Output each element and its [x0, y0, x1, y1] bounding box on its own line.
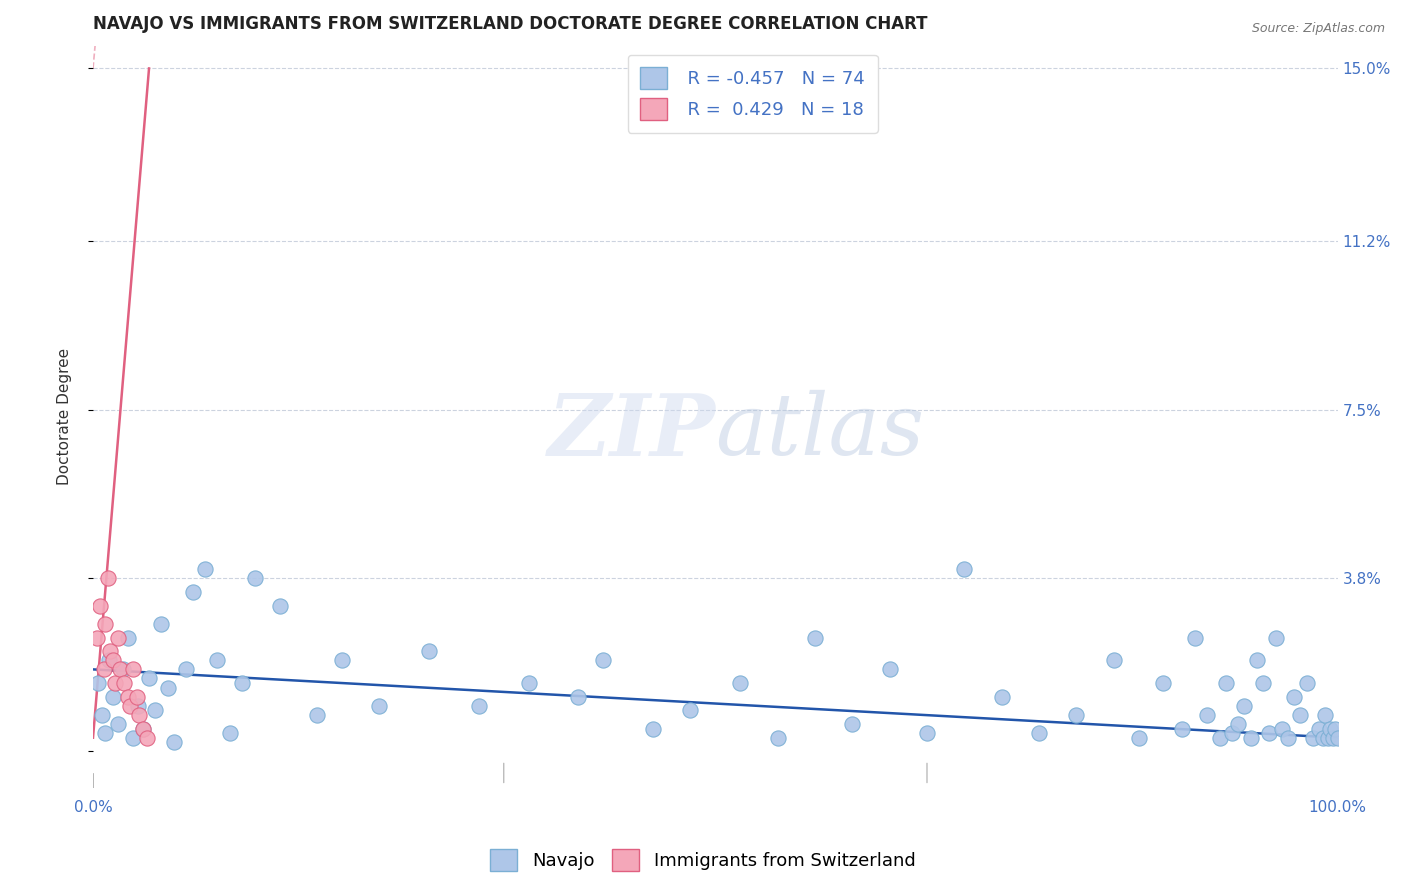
Point	[1258, 726, 1281, 740]
Point	[1153, 676, 1175, 690]
Point	[97, 571, 120, 585]
Point	[1324, 722, 1347, 736]
Point	[1302, 731, 1324, 745]
Point	[101, 653, 124, 667]
Point	[1315, 707, 1337, 722]
Point	[143, 703, 166, 717]
Point	[1264, 631, 1286, 645]
Point	[243, 571, 266, 585]
Point	[100, 644, 122, 658]
Point	[121, 731, 143, 745]
Point	[1239, 731, 1261, 745]
Point	[89, 599, 111, 613]
Point	[730, 676, 752, 690]
Point	[1308, 722, 1330, 736]
Legend: Navajo, Immigrants from Switzerland: Navajo, Immigrants from Switzerland	[484, 842, 922, 879]
Point	[567, 690, 589, 704]
Point	[117, 690, 139, 704]
Point	[1171, 722, 1194, 736]
Point	[1215, 676, 1237, 690]
Point	[1251, 676, 1274, 690]
Point	[592, 653, 614, 667]
Point	[127, 698, 149, 713]
Point	[1184, 631, 1206, 645]
Point	[330, 653, 353, 667]
Point	[86, 631, 108, 645]
Point	[1282, 690, 1305, 704]
Point	[135, 731, 157, 745]
Point	[132, 722, 155, 736]
Text: atlas: atlas	[716, 390, 925, 473]
Point	[766, 731, 789, 745]
Point	[915, 726, 938, 740]
Point	[207, 653, 229, 667]
Point	[104, 676, 127, 690]
Point	[163, 735, 186, 749]
Point	[94, 616, 117, 631]
Point	[231, 676, 253, 690]
Point	[1316, 731, 1339, 745]
Point	[98, 653, 121, 667]
Point	[111, 662, 134, 676]
Point	[804, 631, 827, 645]
Point	[93, 662, 115, 676]
Point	[953, 562, 976, 576]
Point	[117, 631, 139, 645]
Point	[990, 690, 1012, 704]
Point	[110, 662, 132, 676]
Point	[1220, 726, 1243, 740]
Point	[1322, 731, 1344, 745]
Point	[181, 585, 204, 599]
Point	[1319, 722, 1341, 736]
Point	[643, 722, 665, 736]
Point	[120, 698, 142, 713]
Point	[468, 698, 491, 713]
Y-axis label: Doctorate Degree: Doctorate Degree	[58, 348, 72, 485]
Point	[94, 726, 117, 740]
Point	[307, 707, 329, 722]
Point	[879, 662, 901, 676]
Legend:   R = -0.457   N = 74,   R =  0.429   N = 18: R = -0.457 N = 74, R = 0.429 N = 18	[627, 54, 877, 133]
Point	[194, 562, 217, 576]
Point	[138, 672, 160, 686]
Point	[90, 707, 112, 722]
Point	[368, 698, 391, 713]
Point	[1277, 731, 1299, 745]
Point	[841, 717, 863, 731]
Point	[418, 644, 440, 658]
Point	[1128, 731, 1150, 745]
Point	[128, 707, 150, 722]
Point	[1233, 698, 1256, 713]
Point	[517, 676, 540, 690]
Point	[1312, 731, 1334, 745]
Point	[121, 662, 143, 676]
Point	[112, 676, 135, 690]
Point	[107, 631, 129, 645]
Point	[1295, 676, 1317, 690]
Point	[1208, 731, 1230, 745]
Point	[125, 690, 148, 704]
Point	[107, 717, 129, 731]
Point	[1028, 726, 1050, 740]
Text: ZIP: ZIP	[547, 390, 716, 474]
Point	[101, 690, 124, 704]
Point	[1246, 653, 1268, 667]
Point	[269, 599, 291, 613]
Point	[1102, 653, 1125, 667]
Point	[176, 662, 198, 676]
Point	[1289, 707, 1312, 722]
Point	[219, 726, 242, 740]
Point	[87, 676, 110, 690]
Point	[156, 681, 179, 695]
Text: NAVAJO VS IMMIGRANTS FROM SWITZERLAND DOCTORATE DEGREE CORRELATION CHART: NAVAJO VS IMMIGRANTS FROM SWITZERLAND DO…	[93, 15, 928, 33]
Point	[1066, 707, 1088, 722]
Point	[132, 722, 155, 736]
Point	[1271, 722, 1294, 736]
Point	[1326, 731, 1348, 745]
Point	[150, 616, 173, 631]
Text: Source: ZipAtlas.com: Source: ZipAtlas.com	[1251, 22, 1385, 36]
Point	[679, 703, 702, 717]
Point	[1197, 707, 1219, 722]
Point	[1227, 717, 1250, 731]
